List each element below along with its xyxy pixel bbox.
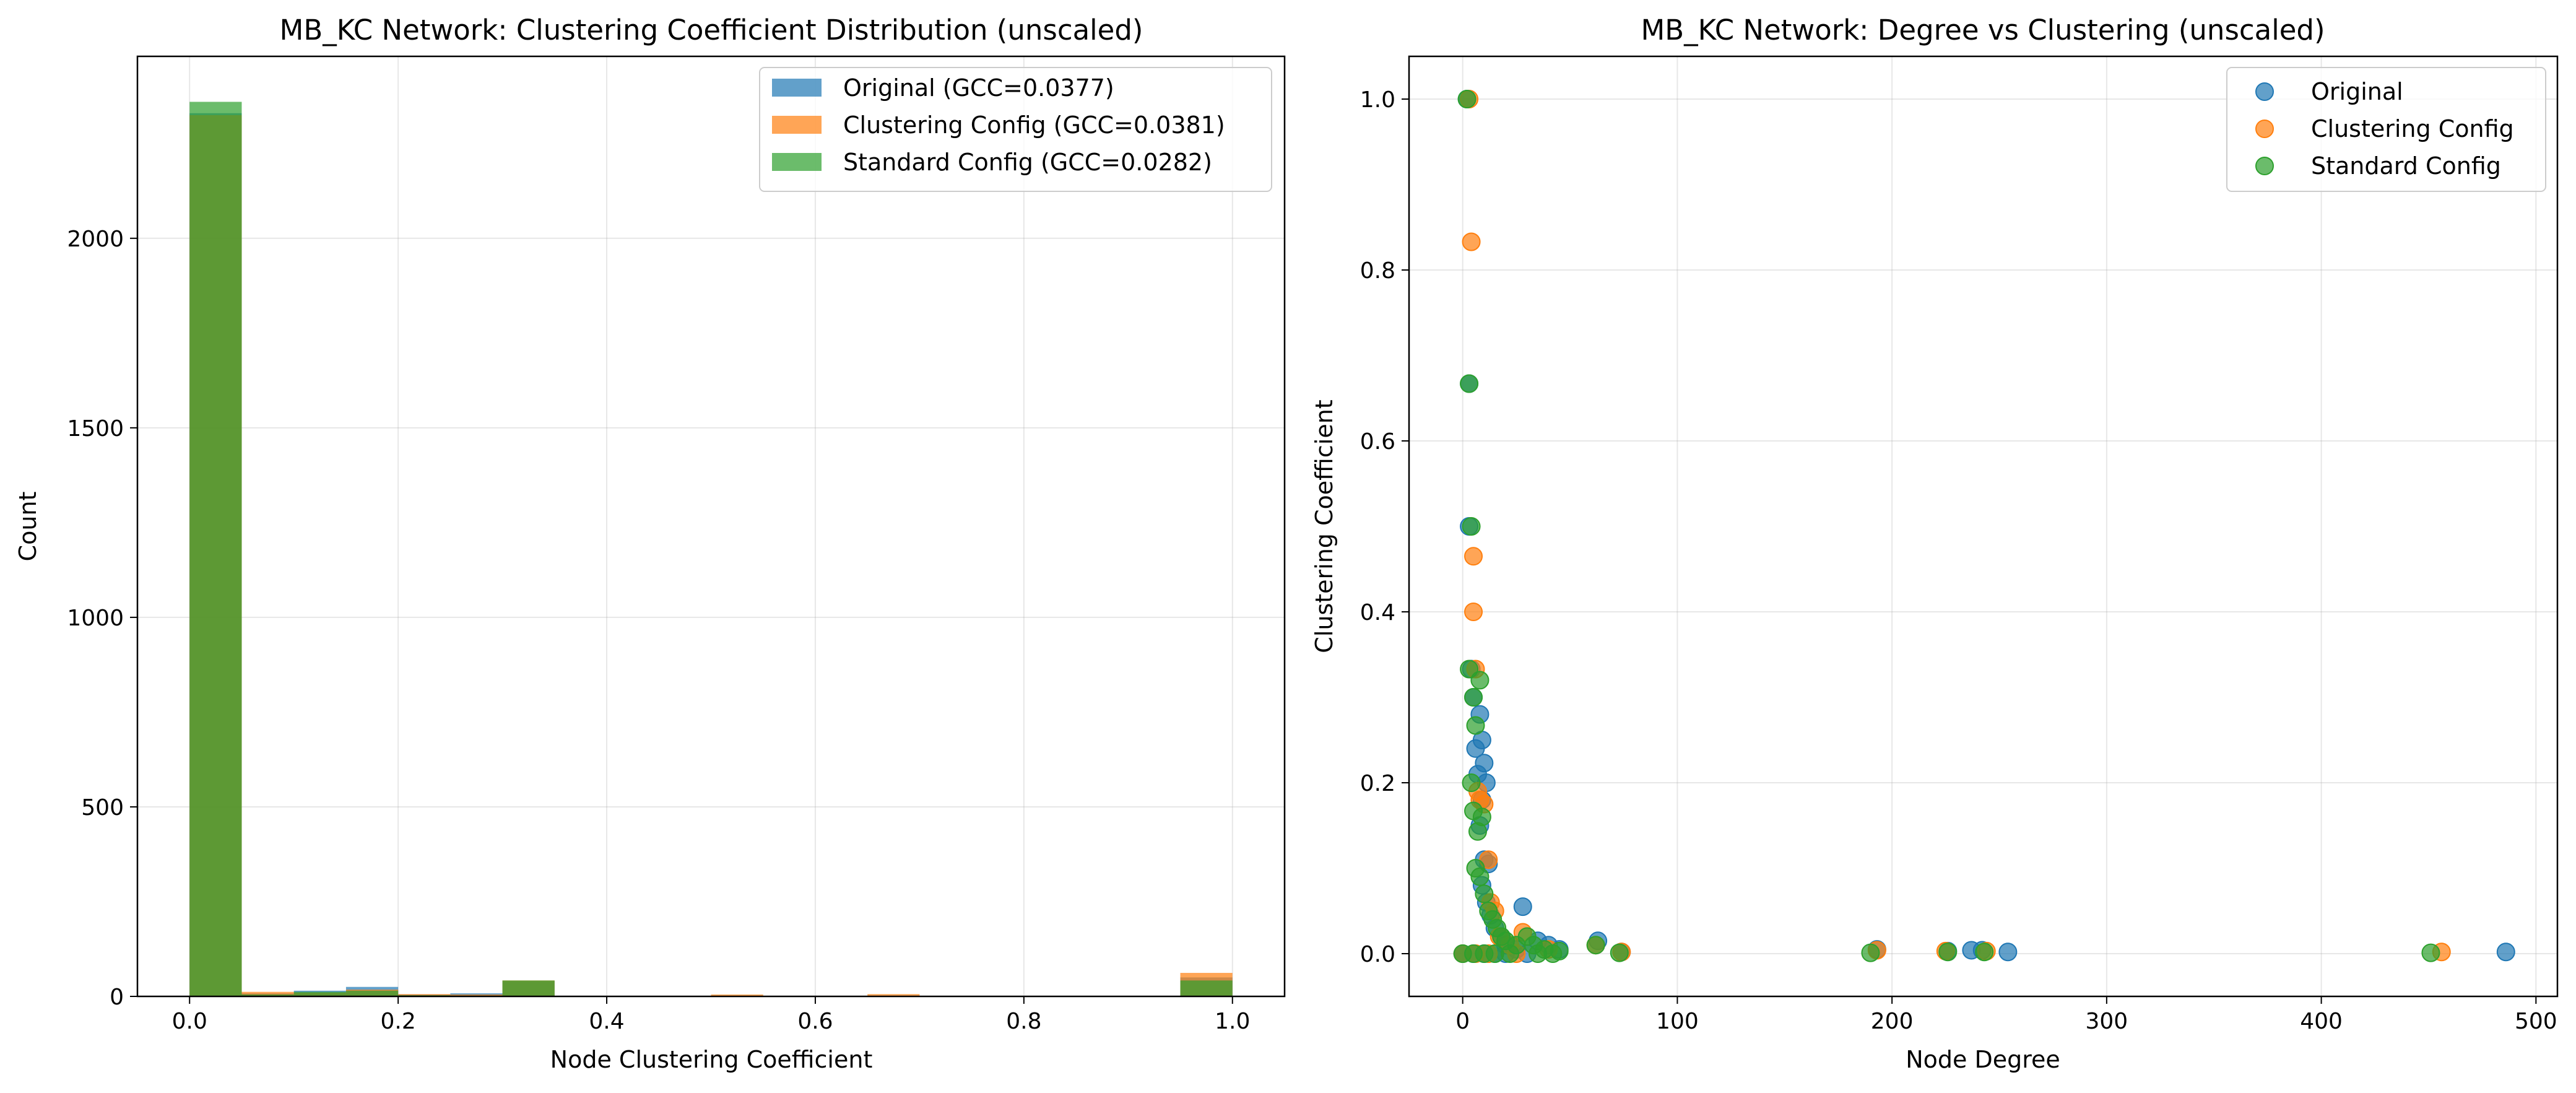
- scatter-x-axis-label: Node Degree: [1906, 1046, 2060, 1073]
- scatter-y-tick-label: 0.8: [1360, 258, 1395, 284]
- scatter-legend-box: [2226, 67, 2546, 192]
- legend-swatch-original: [772, 79, 822, 97]
- scatter-y-tick-label: 0.0: [1360, 942, 1395, 967]
- scatter-point-standard-config: [1475, 884, 1494, 904]
- scatter-x-ticks: 0 100 200 300 400 500: [1455, 996, 2557, 1034]
- histogram-panel: MB_KC Network: Clustering Coefficient Di…: [14, 14, 1286, 1073]
- scatter-plot-frame: [1408, 55, 2559, 998]
- legend-marker-clustering-config: [2255, 120, 2274, 138]
- histogram-bar-standard-config: [241, 994, 294, 996]
- histogram-bar-standard-config: [502, 980, 555, 996]
- histogram-x-ticks: 0.0 0.2 0.4 0.6 0.8 1.0: [172, 996, 1250, 1034]
- scatter-point-standard-config: [1610, 943, 1629, 962]
- scatter-x-tick-label: 500: [2515, 1009, 2557, 1034]
- scatter-point-standard-config: [1472, 808, 1491, 827]
- histogram-x-tick-label: 0.4: [589, 1009, 624, 1034]
- scatter-point-standard-config: [2421, 943, 2440, 962]
- scatter-point-standard-config: [1500, 944, 1519, 963]
- scatter-point-standard-config: [1462, 517, 1481, 536]
- scatter-point-original: [2496, 943, 2515, 962]
- histogram-bars: [189, 102, 1233, 997]
- scatter-point-clustering-config: [1464, 547, 1483, 566]
- histogram-bar-clustering-config: [867, 994, 920, 996]
- scatter-y-axis-label: Clustering Coefficient: [1311, 399, 1338, 653]
- scatter-y-tick-label: 0.2: [1360, 771, 1395, 796]
- histogram-bar-standard-config: [189, 102, 242, 996]
- histogram-bar-clustering-config: [450, 994, 503, 996]
- histogram-x-tick-label: 0.8: [1006, 1009, 1041, 1034]
- histogram-grid: [137, 56, 1285, 997]
- scatter-x-tick-label: 0: [1455, 1009, 1470, 1034]
- legend-label-original: Original: [2311, 78, 2403, 105]
- histogram-y-ticks: 0 500 1000 1500 2000: [67, 227, 137, 1010]
- histogram-title: MB_KC Network: Clustering Coefficient Di…: [280, 14, 1143, 46]
- scatter-point-standard-config: [1938, 943, 1958, 962]
- histogram-y-tick-label: 2000: [67, 227, 124, 252]
- histogram-x-axis-label: Node Clustering Coefficient: [550, 1046, 873, 1073]
- legend-label-clustering-config: Clustering Config: [2311, 115, 2514, 142]
- scatter-x-tick-label: 300: [2086, 1009, 2128, 1034]
- scatter-y-tick-label: 1.0: [1360, 87, 1395, 113]
- histogram-bar-clustering-config: [241, 991, 294, 996]
- scatter-point-original: [1475, 754, 1494, 773]
- histogram-x-tick-label: 0.2: [381, 1009, 416, 1034]
- scatter-point-standard-config: [1586, 936, 1605, 955]
- scatter-point-clustering-config: [1479, 850, 1498, 869]
- legend-marker-standard-config: [2255, 157, 2274, 175]
- histogram-bar-standard-config: [1180, 980, 1233, 996]
- histogram-bar-standard-config: [293, 991, 346, 996]
- scatter-point-clustering-config: [1464, 603, 1483, 621]
- histogram-bar-clustering-config: [711, 994, 763, 996]
- scatter-point-original: [1998, 943, 2018, 962]
- legend-label-clustering-config: Clustering Config (GCC=0.0381): [843, 111, 1225, 139]
- scatter-panel: MB_KC Network: Degree vs Clustering (uns…: [1311, 14, 2559, 1073]
- scatter-point-standard-config: [1466, 716, 1485, 735]
- scatter-point-standard-config: [1457, 90, 1477, 108]
- histogram-y-tick-label: 500: [81, 795, 124, 821]
- scatter-point-standard-config: [1460, 660, 1479, 679]
- histogram-bar-standard-config: [345, 990, 399, 996]
- legend-swatch-standard-config: [772, 153, 822, 171]
- scatter-points: [1453, 90, 2515, 963]
- histogram-y-tick-label: 1000: [67, 606, 124, 631]
- histogram-y-axis-label: Count: [14, 492, 41, 562]
- legend-marker-original: [2255, 82, 2274, 101]
- legend-label-original: Original (GCC=0.0377): [843, 74, 1114, 102]
- scatter-point-clustering-config: [1462, 232, 1481, 251]
- histogram-y-tick-label: 0: [110, 985, 124, 1010]
- scatter-point-standard-config: [1460, 374, 1479, 393]
- scatter-point-standard-config: [1543, 944, 1563, 963]
- scatter-point-standard-config: [1462, 773, 1481, 792]
- legend-label-standard-config: Standard Config: [2311, 152, 2501, 180]
- histogram-y-tick-label: 1500: [67, 416, 124, 442]
- histogram-legend: Original (GCC=0.0377) Clustering Config …: [759, 67, 1272, 192]
- scatter-point-standard-config: [1464, 688, 1483, 707]
- scatter-y-tick-label: 0.6: [1360, 429, 1395, 455]
- histogram-x-tick-label: 0.0: [172, 1009, 207, 1034]
- histogram-legend-box: [759, 67, 1272, 192]
- histogram-x-tick-label: 0.6: [797, 1009, 833, 1034]
- histogram-x-tick-label: 1.0: [1215, 1009, 1250, 1034]
- legend-label-standard-config: Standard Config (GCC=0.0282): [843, 149, 1212, 176]
- scatter-point-original: [1513, 897, 1532, 917]
- scatter-point-standard-config: [1470, 867, 1490, 886]
- legend-swatch-clustering-config: [772, 116, 822, 134]
- scatter-x-tick-label: 200: [1871, 1009, 1914, 1034]
- scatter-y-ticks: 0.0 0.2 0.4 0.6 0.8 1.0: [1360, 87, 1409, 967]
- scatter-y-tick-label: 0.4: [1360, 600, 1395, 625]
- scatter-legend: Original Clustering Config Standard Conf…: [2226, 67, 2546, 192]
- histogram-plot-frame: [136, 55, 1286, 998]
- scatter-point-standard-config: [1861, 943, 1880, 962]
- scatter-x-tick-label: 400: [2300, 1009, 2343, 1034]
- scatter-point-standard-config: [1470, 671, 1490, 690]
- scatter-title: MB_KC Network: Degree vs Clustering (uns…: [1641, 14, 2325, 46]
- scatter-x-tick-label: 100: [1656, 1009, 1699, 1034]
- scatter-point-standard-config: [1975, 943, 1994, 962]
